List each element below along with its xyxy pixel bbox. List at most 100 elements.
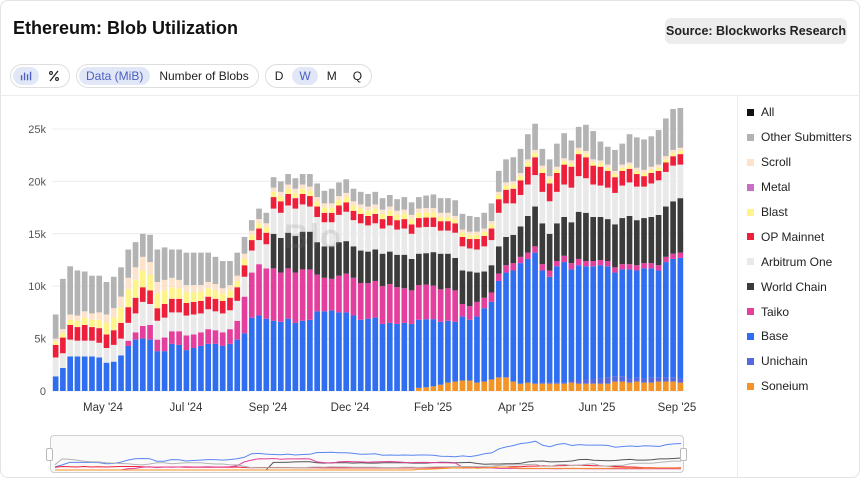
bar-segment <box>103 334 110 349</box>
bar-segment <box>176 249 182 280</box>
bar-segment <box>285 232 291 269</box>
legend-item[interactable]: Unichain <box>747 349 857 374</box>
bar-segment <box>307 190 313 197</box>
bar-segment <box>307 196 313 207</box>
bar-segment <box>314 206 320 218</box>
bar-segment <box>663 159 669 163</box>
bar-segment <box>60 353 66 368</box>
bar-segment <box>677 257 684 379</box>
bar-segment <box>524 134 531 160</box>
bar-segment <box>52 338 59 342</box>
bar-segment <box>176 312 182 332</box>
legend-item[interactable]: Metal <box>747 175 857 200</box>
legend-item[interactable]: Soneium <box>747 374 857 399</box>
bar-segment <box>554 191 560 224</box>
bar-segment <box>343 273 350 313</box>
bar-segment <box>445 198 451 213</box>
bar-segment <box>612 376 618 382</box>
bar-segment <box>328 188 335 204</box>
bar-segment <box>285 174 291 185</box>
interval-quarterly[interactable]: Q <box>352 69 363 83</box>
bar-segment <box>423 253 429 285</box>
bar-segment <box>546 159 553 177</box>
metric-number-of-blobs[interactable]: Number of Blobs <box>159 69 249 83</box>
bar-segment <box>132 267 139 280</box>
interval-daily[interactable]: D <box>274 69 284 83</box>
bar-segment <box>423 226 429 254</box>
legend-item[interactable]: Taiko <box>747 299 857 324</box>
y-tick-label: 25k <box>28 124 46 136</box>
bar-segment <box>546 382 553 384</box>
bar-segment <box>234 300 241 321</box>
bar-segment <box>307 319 313 391</box>
bar-segment <box>437 212 444 217</box>
bar-segment <box>575 265 582 381</box>
source-button[interactable]: Source: Blockworks Research <box>665 18 847 44</box>
bar-segment <box>568 140 575 161</box>
bar-segment <box>452 257 459 291</box>
bar-segment <box>481 246 488 272</box>
bar-segment <box>524 184 531 216</box>
legend-item[interactable]: Blast <box>747 200 857 225</box>
bar-segment <box>648 183 655 218</box>
bar-segment <box>445 217 451 222</box>
bar-segment <box>590 266 597 380</box>
bar-segment <box>452 219 459 224</box>
bar-segment <box>626 215 633 265</box>
bar-chart-icon[interactable] <box>13 67 39 85</box>
bar-segment <box>154 249 161 282</box>
bar-segment <box>52 376 59 391</box>
legend-item[interactable]: World Chain <box>747 274 857 299</box>
bar-segment <box>110 308 117 318</box>
legend-swatch <box>747 332 754 340</box>
bar-segment <box>583 154 589 158</box>
bar-segment <box>285 184 291 189</box>
interval-monthly[interactable]: M <box>326 69 337 83</box>
bar-segment <box>161 290 168 305</box>
bar-segment <box>430 217 437 227</box>
bar-segment <box>539 191 546 224</box>
bar-segment <box>488 292 495 302</box>
bar-segment <box>96 357 103 391</box>
bar-chart-glyph <box>20 71 32 81</box>
bar-segment <box>386 225 393 252</box>
y-tick-label: 5k <box>34 334 46 346</box>
bar-segment <box>626 382 633 391</box>
legend-item[interactable]: Other Submitters <box>747 125 857 150</box>
bar-segment <box>154 293 161 309</box>
brush-series-line <box>54 440 682 468</box>
bar-segment <box>336 242 342 276</box>
bar-segment <box>110 361 117 391</box>
brush-handle-right[interactable] <box>680 448 687 461</box>
bar-segment <box>386 322 393 391</box>
legend-item[interactable]: OP Mainnet <box>747 224 857 249</box>
bar-segment <box>176 288 182 299</box>
bar-segment <box>503 377 509 391</box>
bar-segment <box>445 288 451 321</box>
bar-segment <box>612 192 618 225</box>
bar-segment <box>561 382 567 384</box>
bar-segment <box>655 170 662 181</box>
legend-item[interactable]: All <box>747 100 857 125</box>
brush-handle-left[interactable] <box>46 448 53 461</box>
interval-weekly[interactable]: W <box>292 67 318 85</box>
legend-item[interactable]: Scroll <box>747 150 857 175</box>
legend-item[interactable]: Base <box>747 324 857 349</box>
bar-segment <box>198 291 204 301</box>
bar-segment <box>205 288 212 297</box>
bar-segment <box>575 176 582 212</box>
percent-icon[interactable] <box>41 67 67 85</box>
bar-segment <box>386 206 393 211</box>
x-tick-label: Sep '25 <box>658 402 697 414</box>
bar-segment <box>299 184 306 189</box>
legend-item[interactable]: Arbitrum One <box>747 249 857 274</box>
bar-segment <box>205 296 212 310</box>
bar-segment <box>227 297 233 311</box>
bar-segment <box>357 204 364 209</box>
metric-data-mib[interactable]: Data (MiB) <box>79 67 151 85</box>
bar-segment <box>219 261 226 289</box>
range-brush[interactable] <box>50 435 684 473</box>
bar-segment <box>416 218 422 228</box>
bar-segment <box>365 193 371 207</box>
bar-segment <box>633 170 640 175</box>
